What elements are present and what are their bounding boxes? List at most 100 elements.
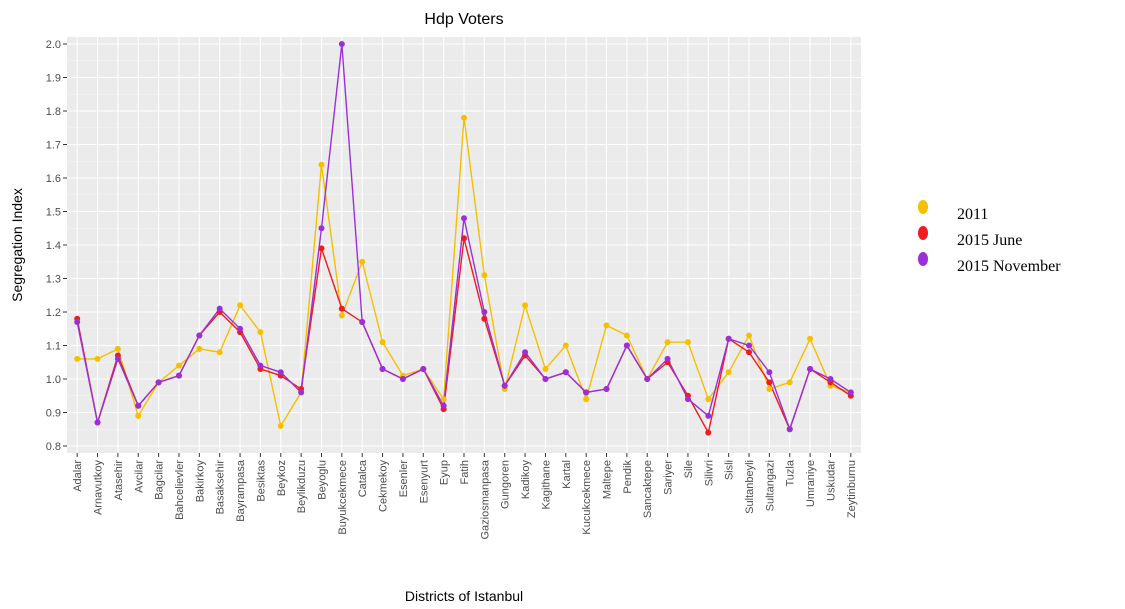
y-tick-label: 1.4	[46, 240, 61, 252]
x-tick-label: Bagcilar	[154, 460, 166, 500]
data-point-2011	[379, 339, 386, 346]
data-point-2015-november	[399, 376, 406, 382]
x-tick-label: Silivri	[703, 460, 715, 486]
data-point-2015-november	[461, 215, 467, 222]
data-point-2015-november	[827, 376, 834, 382]
x-tick-label: Avcilar	[133, 460, 145, 493]
legend-key-2015-november	[918, 252, 928, 266]
x-tick-label: Esenler	[398, 460, 410, 498]
data-point-2011	[135, 412, 142, 419]
x-tick-label: Beyoglu	[316, 460, 328, 500]
data-point-2015-november	[74, 319, 81, 326]
x-tick-label: Bakirkoy	[194, 460, 206, 503]
data-point-2015-november	[623, 342, 630, 349]
data-point-2015-november	[216, 305, 223, 312]
x-tick-label: Bayrampasa	[235, 459, 247, 522]
x-tick-label: Bahcelievler	[174, 460, 186, 520]
data-point-2015-june	[705, 429, 712, 436]
x-tick-label: Maltepe	[602, 460, 614, 499]
x-tick-label: Kagithane	[540, 460, 552, 510]
x-tick-label: Zeytinburnu	[846, 460, 858, 518]
data-point-2015-november	[114, 355, 121, 362]
data-point-2015-june	[338, 305, 345, 312]
y-tick-label: 0.8	[46, 441, 61, 453]
y-tick-label: 1.3	[46, 274, 61, 286]
data-point-2011	[318, 161, 325, 168]
y-tick-label: 1.0	[46, 374, 61, 386]
x-tick-label: Adalar	[72, 460, 84, 492]
x-tick-label: Basaksehir	[215, 460, 227, 515]
data-point-2015-june	[766, 379, 773, 386]
x-tick-label: Beykoz	[276, 460, 288, 496]
data-point-2011	[746, 332, 753, 339]
data-point-2011	[684, 339, 691, 346]
data-point-2015-november	[766, 369, 773, 376]
data-point-2015-november	[603, 386, 610, 393]
data-point-2015-november	[318, 225, 325, 232]
x-tick-label: Cekmekoy	[378, 460, 390, 512]
data-point-2015-november	[807, 365, 814, 372]
x-tick-label: Eyup	[439, 460, 451, 485]
data-point-2015-june	[318, 245, 325, 252]
x-tick-label: Besiktas	[255, 460, 267, 502]
data-point-2011	[461, 114, 467, 121]
data-point-2015-november	[257, 362, 264, 369]
y-tick-label: 1.2	[46, 307, 61, 319]
x-tick-label: Uskudar	[825, 460, 837, 501]
data-point-2015-november	[786, 426, 793, 433]
x-tick-label: Sultangazi	[764, 460, 776, 511]
data-point-2015-november	[94, 419, 101, 426]
data-point-2015-november	[359, 319, 366, 326]
data-point-2015-november	[298, 389, 305, 396]
x-tick-label: Atasehir	[113, 460, 125, 501]
y-tick-label: 0.9	[46, 408, 61, 420]
series-points	[74, 41, 854, 436]
data-point-2015-november	[562, 369, 569, 376]
data-point-2011	[481, 272, 488, 279]
data-point-2011	[175, 362, 182, 369]
x-tick-label: Sisli	[724, 460, 736, 480]
data-point-2011	[562, 342, 569, 349]
y-axis: 0.8 0.9 1.0 1.1 1.2 1.3 1.4 1.5 1.6 1.7 1.8 1.9 2.0	[46, 39, 67, 453]
x-tick-label: Arnavutkoy	[93, 460, 105, 516]
data-point-2011	[583, 396, 590, 403]
data-point-2015-november	[583, 389, 590, 396]
data-point-2011	[237, 302, 244, 309]
x-tick-label: Kartal	[561, 460, 573, 489]
data-point-2011	[216, 349, 223, 356]
data-point-2015-november	[196, 332, 203, 339]
legend-key-2015-june	[918, 226, 928, 240]
major-grid	[67, 37, 861, 453]
data-point-2011	[196, 345, 203, 352]
data-point-2015-november	[481, 309, 488, 315]
x-tick-label: Beylikduzu	[296, 460, 308, 513]
legend-label-2015-november: 2015 November	[957, 258, 1061, 275]
data-point-2015-november	[277, 369, 284, 376]
data-point-2011	[74, 355, 81, 362]
data-point-2015-june	[461, 235, 467, 242]
data-point-2011	[359, 258, 366, 265]
data-point-2011	[94, 355, 101, 362]
x-axis-title: Districts of Istanbul	[405, 588, 523, 604]
x-tick-label: Gungoren	[500, 460, 512, 509]
data-point-2011	[725, 369, 732, 376]
data-point-2011	[114, 345, 121, 352]
y-tick-label: 1.1	[46, 341, 61, 353]
data-point-2015-november	[664, 355, 671, 362]
y-tick-label: 1.7	[46, 140, 61, 152]
y-tick-label: 1.8	[46, 106, 61, 118]
data-point-2011	[338, 312, 345, 319]
data-point-2015-november	[522, 349, 529, 356]
data-point-2011	[786, 379, 793, 386]
x-tick-label: Sancaktepe	[642, 460, 654, 518]
legend-label-2011: 2011	[957, 206, 988, 223]
x-tick-label: Umraniye	[805, 460, 817, 507]
y-tick-label: 1.6	[46, 173, 61, 185]
data-point-2011	[766, 386, 773, 393]
data-point-2015-june	[746, 349, 753, 356]
data-point-2015-november	[684, 396, 691, 403]
data-point-2015-november	[237, 325, 244, 332]
data-point-2015-november	[501, 382, 508, 389]
legend: 2011 2015 June 2015 November	[918, 200, 1061, 275]
